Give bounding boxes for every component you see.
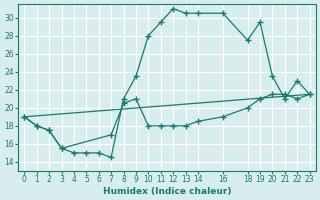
X-axis label: Humidex (Indice chaleur): Humidex (Indice chaleur) [103,187,231,196]
